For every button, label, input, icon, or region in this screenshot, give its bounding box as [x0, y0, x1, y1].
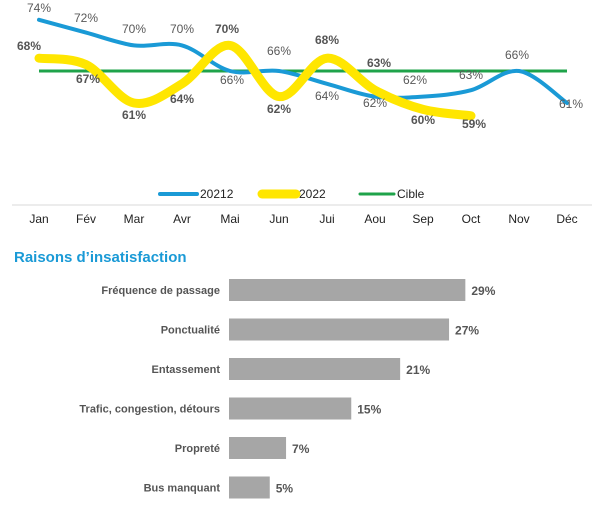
legend-label: 2022 [299, 187, 326, 201]
data-label-2022: 63% [367, 56, 391, 70]
x-tick-label: Nov [508, 212, 529, 226]
category-label: Entassement [152, 364, 221, 376]
data-label-2022: 68% [315, 33, 339, 47]
data-label-20212: 64% [315, 89, 339, 103]
data-label-2022: 61% [122, 108, 146, 122]
legend-label: Cible [397, 187, 425, 201]
data-label-2022: 64% [170, 92, 194, 106]
bar [229, 437, 287, 459]
category-label: Propreté [175, 443, 220, 455]
bar [229, 318, 450, 341]
data-label-20212: 66% [220, 73, 244, 87]
data-label-2022: 59% [462, 117, 486, 131]
bar [229, 397, 352, 420]
x-tick-label: Mar [124, 212, 145, 226]
category-label: Trafic, congestion, détours [79, 404, 220, 416]
bar-value-label: 7% [292, 442, 310, 456]
data-label-20212: 62% [403, 73, 427, 87]
x-tick-label: Sep [412, 212, 434, 226]
bar [229, 476, 270, 499]
x-tick-label: Jun [269, 212, 288, 226]
data-label-20212: 62% [363, 96, 387, 110]
category-label: Fréquence de passage [101, 285, 220, 297]
data-label-20212: 72% [74, 11, 98, 25]
data-label-20212: 74% [27, 1, 51, 15]
legend-label: 20212 [200, 187, 234, 201]
bar-value-label: 27% [455, 324, 479, 338]
data-label-20212: 66% [505, 48, 529, 62]
data-label-20212: 63% [459, 68, 483, 82]
line-chart: 74% 72% 70% 70% 66% 66% 64% 62% 62% 63% 66% 61% 68% 6… [12, 1, 592, 226]
data-label-2022: 68% [17, 39, 41, 53]
data-label-20212: 70% [122, 22, 146, 36]
data-label-2022: 60% [411, 113, 435, 127]
x-tick-label: Mai [220, 212, 239, 226]
series-line-2022 [34, 40, 476, 121]
data-label-20212: 61% [559, 97, 583, 111]
category-label: Ponctualité [161, 325, 220, 337]
x-tick-label: Avr [173, 212, 191, 226]
bar [229, 279, 466, 301]
x-tick-label: Aou [364, 212, 385, 226]
bar-value-label: 15% [357, 403, 381, 417]
bar-chart: Fréquence de passage 29% Ponctualité 27% Ent… [79, 279, 496, 499]
bar-chart-title: Raisons d’insatisfaction [14, 249, 187, 266]
x-tick-label: Fév [76, 212, 96, 226]
bar-value-label: 21% [406, 363, 430, 377]
data-label-2022: 67% [76, 72, 100, 86]
x-tick-label: Oct [462, 212, 481, 226]
data-label-2022: 70% [215, 22, 239, 36]
data-label-2022: 62% [267, 102, 291, 116]
x-tick-label: Jan [29, 212, 48, 226]
bar-value-label: 5% [276, 482, 294, 496]
bar-value-label: 29% [471, 284, 495, 298]
data-label-20212: 70% [170, 22, 194, 36]
data-label-20212: 66% [267, 44, 291, 58]
x-tick-label: Déc [556, 212, 577, 226]
category-label: Bus manquant [144, 483, 221, 495]
bar [229, 358, 401, 380]
x-tick-label: Jui [319, 212, 334, 226]
